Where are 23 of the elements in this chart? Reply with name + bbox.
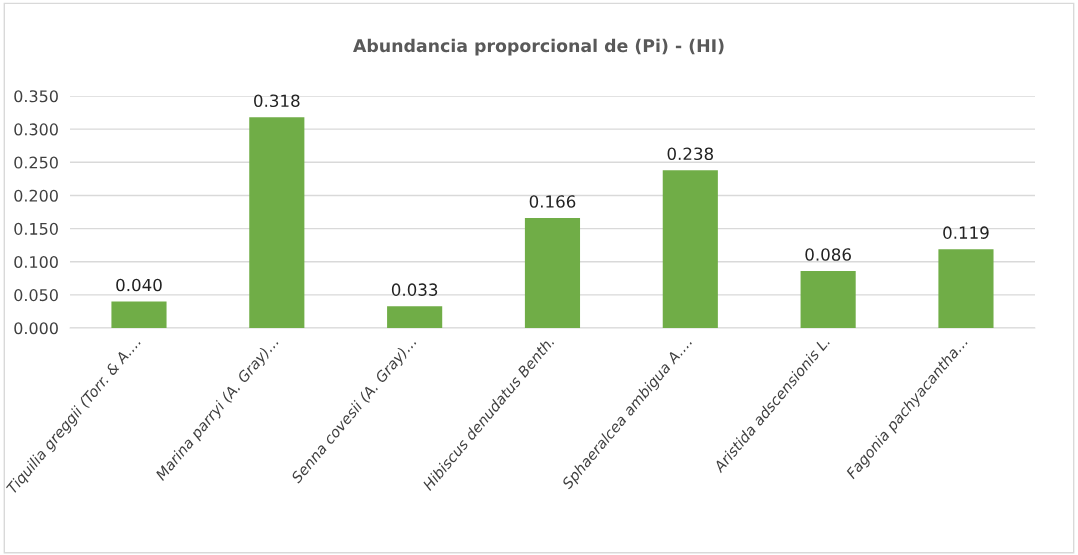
data-label: 0.318 bbox=[254, 94, 300, 108]
data-label: 0.033 bbox=[391, 283, 438, 296]
y-tick-label: 0.250 bbox=[14, 156, 58, 169]
data-label: 0.086 bbox=[805, 248, 851, 261]
bar bbox=[524, 217, 581, 328]
data-label: 0.119 bbox=[943, 226, 989, 239]
bar bbox=[938, 249, 994, 328]
bar bbox=[111, 301, 167, 328]
y-tick-label: 0.200 bbox=[14, 189, 58, 202]
y-tick-label: 0.100 bbox=[14, 255, 58, 269]
y-tick-label: 0.050 bbox=[14, 289, 58, 302]
y-tick-label: 0.300 bbox=[14, 123, 58, 136]
y-tick-label: 0.350 bbox=[14, 90, 58, 103]
bar bbox=[387, 306, 443, 328]
bar bbox=[800, 271, 856, 328]
data-label: 0.166 bbox=[529, 195, 576, 208]
y-tick-label: 0.000 bbox=[14, 322, 58, 335]
bar bbox=[249, 117, 305, 328]
data-label: 0.040 bbox=[116, 278, 162, 292]
bar bbox=[662, 170, 718, 328]
chart-title: Abundancia proporcional de (Pi) - (HI) bbox=[353, 38, 724, 56]
y-tick-label: 0.150 bbox=[14, 222, 58, 235]
data-label: 0.238 bbox=[667, 147, 714, 161]
